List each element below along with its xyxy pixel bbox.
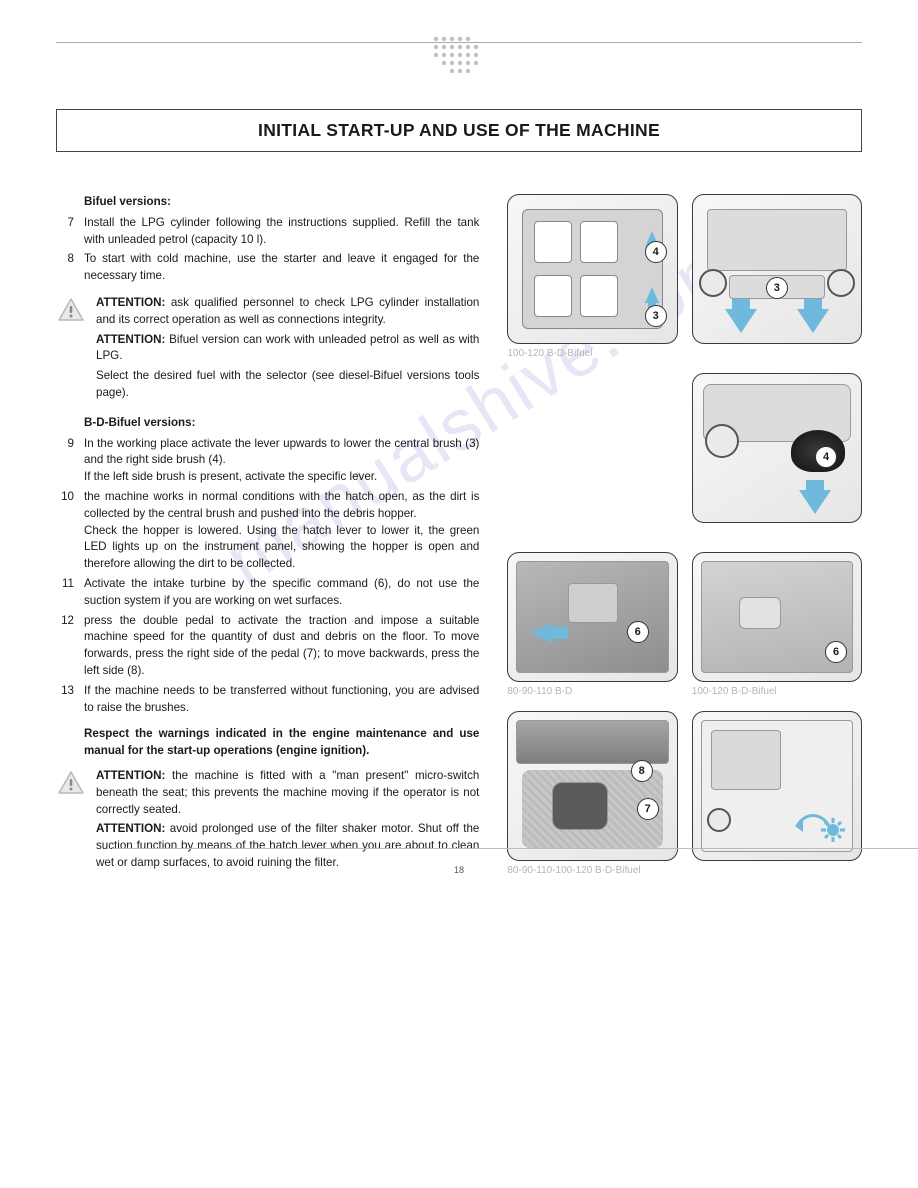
attention-line: ATTENTION: Bifuel version can work with … bbox=[96, 332, 479, 366]
item-number: 9 bbox=[56, 436, 74, 486]
item-subtext: If the left side brush is present, activ… bbox=[84, 470, 377, 483]
header-ornament bbox=[56, 33, 862, 81]
item-number: 11 bbox=[56, 576, 74, 610]
item-text: the machine works in normal conditions w… bbox=[84, 490, 479, 520]
respect-warning: Respect the warnings indicated in the en… bbox=[84, 726, 479, 760]
attention-line: Select the desired fuel with the selecto… bbox=[96, 368, 479, 402]
figure-hatch-lever-2: 6 bbox=[692, 552, 862, 682]
item-number: 7 bbox=[56, 215, 74, 249]
list-item: 7 Install the LPG cylinder following the … bbox=[56, 215, 479, 249]
callout-6: 6 bbox=[825, 641, 847, 663]
list-item: 9 In the working place activate the lever… bbox=[56, 436, 479, 486]
right-column: 4 3 100-120 B-D-Bifuel 3 bbox=[507, 194, 862, 890]
title-box: INITIAL START-UP AND USE OF THE MACHINE bbox=[56, 109, 862, 152]
item-number: 10 bbox=[56, 489, 74, 573]
warning-icon bbox=[56, 768, 86, 875]
callout-3: 3 bbox=[766, 277, 788, 299]
attention-line: ATTENTION: ask qualified personnel to ch… bbox=[96, 295, 479, 329]
section2-heading: B-D-Bifuel versions: bbox=[84, 415, 479, 432]
item-number: 8 bbox=[56, 251, 74, 285]
figure-caption: 100-120 B-D-Bifuel bbox=[507, 348, 677, 359]
item-text: In the working place activate the lever … bbox=[84, 437, 479, 467]
figure-hatch-lever-1: 6 bbox=[507, 552, 677, 682]
left-column: Bifuel versions: 7 Install the LPG cylind… bbox=[56, 194, 479, 890]
attention-block: ATTENTION: the machine is fitted with a … bbox=[56, 768, 479, 875]
list-item: 13 If the machine needs to be transferred… bbox=[56, 683, 479, 717]
callout-4: 4 bbox=[645, 241, 667, 263]
footer-divider bbox=[112, 848, 918, 849]
attention-line: ATTENTION: the machine is fitted with a … bbox=[96, 768, 479, 818]
callout-8: 8 bbox=[631, 760, 653, 782]
list-item: 8 To start with cold machine, use the sta… bbox=[56, 251, 479, 285]
figure-double-pedal: 8 7 bbox=[507, 711, 677, 861]
item-number: 13 bbox=[56, 683, 74, 717]
callout-7: 7 bbox=[637, 798, 659, 820]
page-number: 18 bbox=[56, 865, 862, 875]
figure-panel-controls: 4 3 bbox=[507, 194, 677, 344]
item-text: press the double pedal to activate the t… bbox=[84, 613, 479, 680]
section1-heading: Bifuel versions: bbox=[84, 194, 479, 211]
figure-side-brush: 4 bbox=[692, 373, 862, 523]
figure-filter-shaker bbox=[692, 711, 862, 861]
attention-block: ATTENTION: ask qualified personnel to ch… bbox=[56, 295, 479, 405]
callout-3: 3 bbox=[645, 305, 667, 327]
item-text: Install the LPG cylinder following the i… bbox=[84, 215, 479, 249]
dot-grid-icon bbox=[430, 33, 488, 81]
item-text: To start with cold machine, use the star… bbox=[84, 251, 479, 285]
list-item: 11 Activate the intake turbine by the spe… bbox=[56, 576, 479, 610]
callout-6: 6 bbox=[627, 621, 649, 643]
figure-machine-underside: 3 bbox=[692, 194, 862, 344]
list-item: 12press the double pedal to activate the… bbox=[56, 613, 479, 680]
item-number: 12 bbox=[56, 613, 74, 680]
figure-caption: 80-90-110 B-D bbox=[507, 686, 677, 697]
callout-4: 4 bbox=[815, 446, 837, 468]
warning-icon bbox=[56, 295, 86, 405]
figure-caption: 100-120 B-D-Bifuel bbox=[692, 686, 862, 697]
page-title: INITIAL START-UP AND USE OF THE MACHINE bbox=[65, 120, 853, 141]
item-subtext: Check the hopper is lowered. Using the h… bbox=[84, 524, 479, 571]
list-item: 10 the machine works in normal conditions… bbox=[56, 489, 479, 573]
item-text: Activate the intake turbine by the speci… bbox=[84, 576, 479, 610]
item-text: If the machine needs to be transferred w… bbox=[84, 683, 479, 717]
turbine-icon bbox=[793, 806, 847, 846]
